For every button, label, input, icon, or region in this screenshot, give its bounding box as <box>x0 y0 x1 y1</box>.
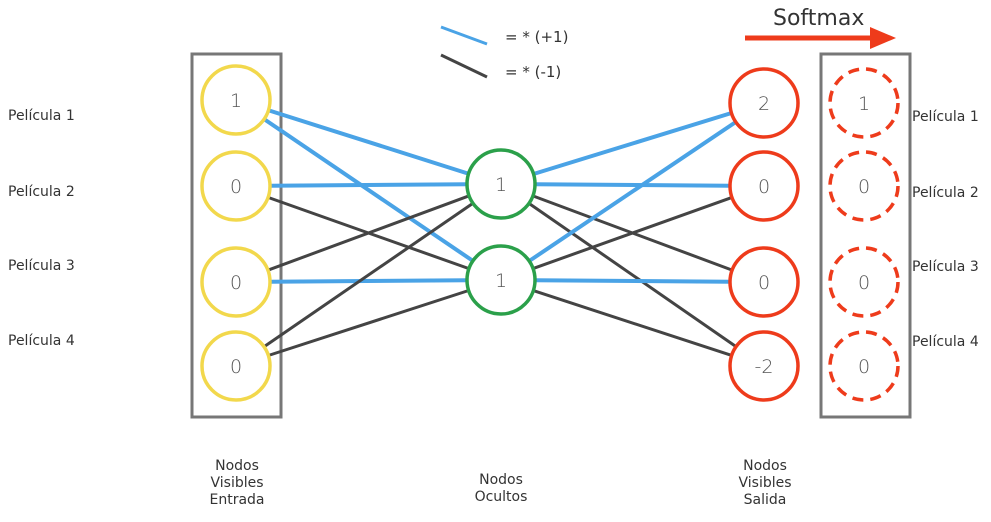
hidden-node-2: 1 <box>465 244 537 316</box>
output-node-1: 2 <box>728 67 800 139</box>
output-node-1-value: 2 <box>758 93 770 115</box>
right-label-movie-2: Película 2 <box>912 185 979 201</box>
edge-input-3-hidden-1 <box>266 194 471 272</box>
softmax-node-4-value: 0 <box>858 356 870 378</box>
softmax-node-3-value: 0 <box>858 272 870 294</box>
output-node-4-circle <box>728 330 800 402</box>
legend-positive-swatch <box>440 25 488 46</box>
softmax-node-3-circle <box>828 246 900 318</box>
hidden-node-1-value: 1 <box>495 174 507 196</box>
input-node-4-value: 0 <box>230 356 242 378</box>
hidden-node-2-circle <box>465 244 537 316</box>
caption-output-line-3: Salida <box>743 492 787 508</box>
caption-hidden-line-2: Ocultos <box>474 489 528 505</box>
edge-input-4-hidden-1 <box>262 201 475 349</box>
input-node-3-circle <box>200 246 272 318</box>
caption-output-line-1: Nodos <box>743 458 787 474</box>
output-node-3: 0 <box>728 246 800 318</box>
caption-hidden-line-1: Nodos <box>479 472 523 488</box>
softmax-node-4: 0 <box>828 330 900 402</box>
softmax-layer-box <box>819 52 912 419</box>
caption-input-line-3: Entrada <box>209 492 265 508</box>
input-layer-box <box>190 52 283 419</box>
edge-hidden-2-output-1 <box>527 119 738 264</box>
input-node-2-circle <box>200 150 272 222</box>
output-node-2-circle <box>728 150 800 222</box>
caption-input-layer: Nodos Visibles Entrada <box>182 458 292 509</box>
legend-negative-label: = * (-1) <box>505 63 562 81</box>
hidden-node-1: 1 <box>465 148 537 220</box>
input-node-4: 0 <box>200 330 272 402</box>
left-label-movie-3: Película 3 <box>8 258 75 274</box>
left-label-movie-2: Película 2 <box>8 184 75 200</box>
output-node-3-circle <box>728 246 800 318</box>
edge-input-3-hidden-2 <box>267 278 470 284</box>
edge-hidden-1-output-4 <box>527 201 738 349</box>
output-node-2: 0 <box>728 150 800 222</box>
left-label-movie-1: Película 1 <box>8 108 75 124</box>
edge-hidden-1-output-2 <box>532 182 733 188</box>
softmax-node-1-value: 1 <box>858 93 870 115</box>
softmax-node-2-value: 0 <box>858 176 870 198</box>
hidden-node-1-circle <box>465 148 537 220</box>
caption-input-line-2: Visibles <box>210 475 264 491</box>
output-node-1-circle <box>728 67 800 139</box>
right-label-movie-4: Película 4 <box>912 334 979 350</box>
caption-hidden-layer: Nodos Ocultos <box>446 472 556 506</box>
edge-hidden-2-output-4 <box>531 289 734 357</box>
softmax-label: Softmax <box>773 6 865 31</box>
right-label-movie-3: Película 3 <box>912 259 979 275</box>
input-node-1: 1 <box>200 64 272 136</box>
softmax-node-3: 0 <box>828 246 900 318</box>
edge-hidden-1-output-1 <box>531 111 734 176</box>
connections <box>262 108 738 358</box>
caption-input-line-1: Nodos <box>215 458 259 474</box>
input-node-2-value: 0 <box>230 176 242 198</box>
output-node-2-value: 0 <box>758 176 770 198</box>
softmax-node-4-circle <box>828 330 900 402</box>
output-node-3-value: 0 <box>758 272 770 294</box>
input-node-1-circle <box>200 64 272 136</box>
nodes: 1 0 0 0 1 1 2 0 0 -2 1 0 0 0 <box>200 64 900 402</box>
legend-negative-swatch <box>440 53 488 79</box>
input-node-4-circle <box>200 330 272 402</box>
output-node-4-value: -2 <box>755 356 774 378</box>
input-node-3: 0 <box>200 246 272 318</box>
input-node-1-value: 1 <box>230 90 242 112</box>
left-label-movie-4: Película 4 <box>8 333 75 349</box>
legend-positive-label: = * (+1) <box>505 28 569 46</box>
input-node-2: 0 <box>200 150 272 222</box>
input-node-3-value: 0 <box>230 272 242 294</box>
softmax-node-1-circle <box>828 67 900 139</box>
edge-input-2-hidden-1 <box>267 182 470 188</box>
edge-input-1-hidden-1 <box>266 108 471 176</box>
output-node-4: -2 <box>728 330 800 402</box>
caption-output-layer: Nodos Visibles Salida <box>710 458 820 509</box>
hidden-node-2-value: 1 <box>495 270 507 292</box>
softmax-arrow-icon <box>745 27 896 49</box>
edge-hidden-2-output-3 <box>532 278 733 284</box>
softmax-node-1: 1 <box>828 67 900 139</box>
right-label-movie-1: Película 1 <box>912 109 979 125</box>
softmax-node-2-circle <box>828 150 900 222</box>
edge-input-4-hidden-2 <box>266 288 471 358</box>
edge-input-1-hidden-2 <box>262 117 475 263</box>
softmax-node-2: 0 <box>828 150 900 222</box>
caption-output-line-2: Visibles <box>738 475 792 491</box>
edge-hidden-2-output-2 <box>531 195 734 271</box>
